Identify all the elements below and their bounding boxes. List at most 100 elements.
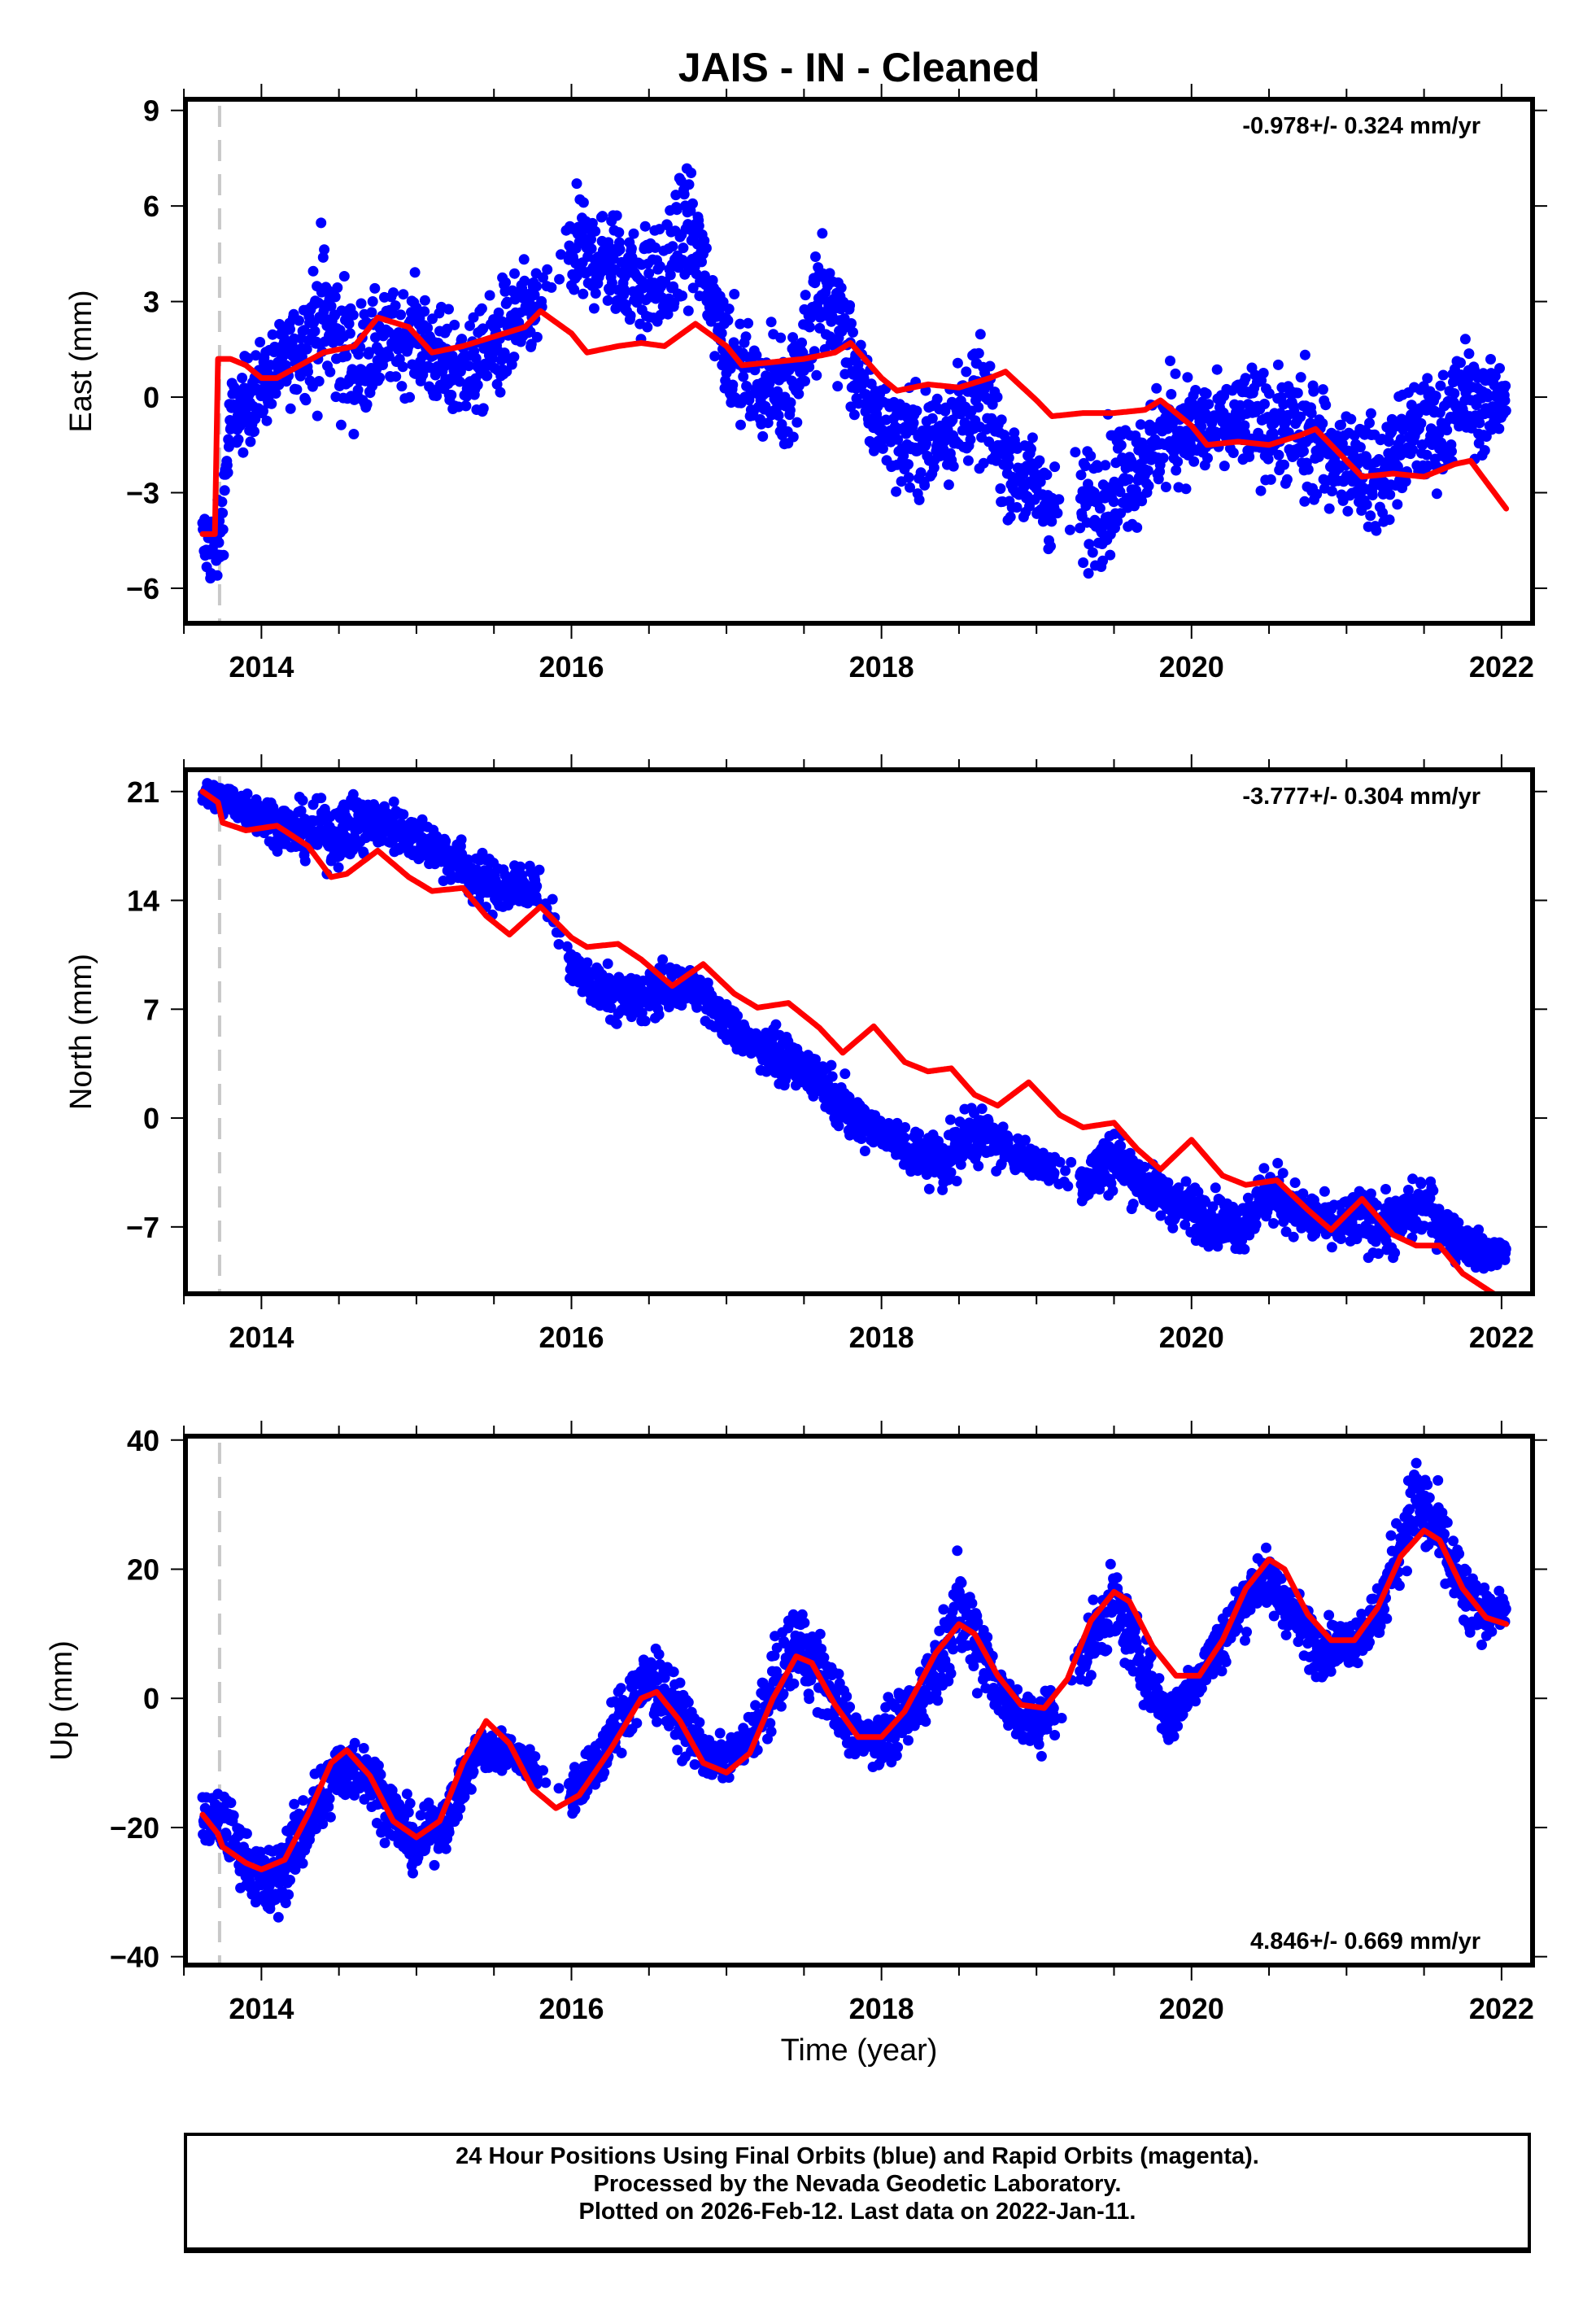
data-point	[903, 459, 914, 470]
data-point	[1428, 1185, 1439, 1196]
data-point	[1489, 370, 1501, 382]
data-point	[1268, 1218, 1279, 1229]
data-point	[1295, 372, 1306, 383]
data-point	[590, 225, 601, 237]
data-point	[1354, 442, 1366, 453]
data-point	[928, 462, 940, 474]
data-point	[1345, 413, 1357, 425]
data-point	[534, 864, 545, 876]
data-point	[1196, 421, 1207, 432]
data-point	[1431, 488, 1442, 500]
data-point	[992, 391, 1003, 403]
data-point	[709, 351, 721, 362]
data-point	[1279, 459, 1289, 470]
data-point	[702, 977, 713, 989]
data-point	[944, 1114, 956, 1125]
north-velocity-label: -3.777+/- 0.304 mm/yr	[1242, 784, 1480, 810]
data-point	[908, 417, 919, 429]
data-point	[218, 549, 229, 561]
data-point	[735, 419, 746, 430]
data-point	[1136, 496, 1148, 507]
data-point	[650, 242, 661, 253]
data-point	[1473, 438, 1485, 449]
data-point	[602, 958, 613, 969]
data-point	[787, 332, 799, 343]
data-point	[1219, 461, 1230, 472]
data-point	[1364, 417, 1375, 429]
data-point	[1463, 348, 1475, 360]
data-point	[217, 508, 229, 518]
data-point	[693, 221, 704, 232]
data-point	[839, 1068, 851, 1080]
data-point	[1319, 1186, 1330, 1197]
data-point	[965, 434, 976, 445]
data-point	[1054, 1156, 1066, 1168]
data-point	[898, 450, 909, 461]
data-point	[484, 290, 495, 301]
data-point	[319, 244, 330, 255]
data-point	[973, 347, 984, 359]
data-point	[388, 287, 399, 299]
data-point	[903, 472, 914, 483]
up-plot-area	[197, 1443, 1511, 1965]
data-point	[1297, 1188, 1309, 1199]
east-model-fit-line	[199, 308, 1510, 537]
data-point	[332, 282, 343, 293]
data-point	[1166, 389, 1177, 400]
data-point	[943, 479, 954, 491]
data-point	[1094, 503, 1105, 514]
data-point	[335, 419, 347, 430]
data-point	[1096, 526, 1107, 538]
y-tick-label: −6	[126, 572, 159, 605]
data-point	[716, 328, 727, 338]
data-point	[404, 391, 416, 403]
data-point	[1500, 1243, 1511, 1255]
data-point	[1336, 1234, 1346, 1244]
data-point	[1449, 388, 1460, 399]
y-tick-label: 14	[127, 884, 159, 918]
data-point	[848, 326, 858, 338]
data-point	[1415, 1178, 1427, 1190]
data-point	[531, 880, 543, 892]
data-point	[409, 267, 421, 278]
data-point	[578, 288, 589, 299]
data-point	[500, 277, 511, 288]
data-point	[1049, 461, 1061, 473]
data-point	[1259, 399, 1270, 409]
data-point	[787, 431, 799, 443]
data-point	[639, 221, 651, 232]
data-point	[914, 1128, 924, 1139]
data-point	[309, 325, 321, 337]
data-point	[1311, 488, 1323, 500]
data-point	[682, 305, 694, 317]
data-point	[927, 413, 938, 424]
data-point	[973, 1160, 984, 1172]
data-point	[984, 360, 996, 372]
data-point	[440, 836, 451, 847]
data-point	[1361, 499, 1372, 510]
data-point	[911, 405, 922, 417]
data-point	[1078, 557, 1089, 568]
data-point	[1165, 356, 1175, 366]
north-model-fit-line	[199, 788, 1497, 1294]
data-point	[791, 417, 803, 428]
data-point	[1326, 1242, 1337, 1253]
data-point	[455, 365, 466, 377]
data-point	[678, 189, 690, 200]
data-point	[642, 321, 653, 333]
data-point	[729, 289, 740, 299]
data-point	[1441, 425, 1453, 436]
data-point	[1298, 446, 1309, 456]
data-point	[1258, 368, 1269, 378]
data-point	[355, 298, 367, 309]
data-point	[1459, 334, 1471, 345]
data-point	[1049, 1168, 1060, 1179]
data-point	[398, 809, 409, 820]
data-point	[1479, 445, 1490, 456]
data-point	[397, 361, 408, 373]
data-point	[1299, 349, 1310, 360]
data-point	[1317, 417, 1328, 429]
data-point	[639, 1015, 651, 1027]
